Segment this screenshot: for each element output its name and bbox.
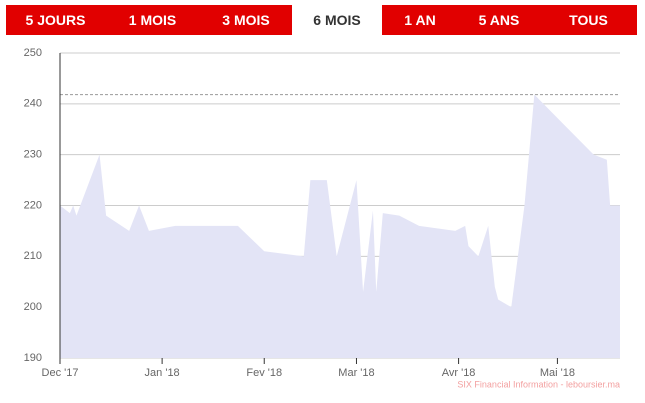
x-tick-label: Dec '17 (42, 367, 79, 379)
range-tab[interactable]: 6 MOIS (292, 5, 382, 35)
y-tick-label: 220 (24, 199, 42, 211)
range-tabs: 5 JOURS 1 MOIS 3 MOIS 6 MOIS 1 AN 5 ANS TOUS (6, 5, 637, 35)
range-tab[interactable]: TOUS (569, 12, 608, 28)
range-tab[interactable]: 3 MOIS (222, 12, 270, 28)
y-tick-label: 200 (24, 301, 42, 313)
x-tick-label: Mai '18 (540, 367, 575, 379)
y-tick-label: 190 (24, 352, 42, 364)
source-note: SIX Financial Information - leboursier.m… (457, 379, 620, 389)
area (60, 94, 620, 358)
range-tab[interactable]: 1 MOIS (128, 12, 177, 28)
y-tick-label: 210 (24, 250, 42, 262)
y-tick-label: 230 (24, 149, 42, 161)
y-tick-label: 250 (24, 47, 42, 59)
x-tick-label: Jan '18 (145, 367, 180, 379)
range-tab[interactable]: 5 ANS (478, 12, 520, 28)
range-tab[interactable]: 1 AN (404, 12, 436, 28)
y-tick-label: 240 (24, 98, 42, 110)
x-tick-label: Fev '18 (246, 367, 282, 379)
x-tick-label: Avr '18 (442, 367, 476, 379)
range-tab[interactable]: 5 JOURS (25, 12, 86, 28)
x-tick-label: Mar '18 (338, 367, 374, 379)
